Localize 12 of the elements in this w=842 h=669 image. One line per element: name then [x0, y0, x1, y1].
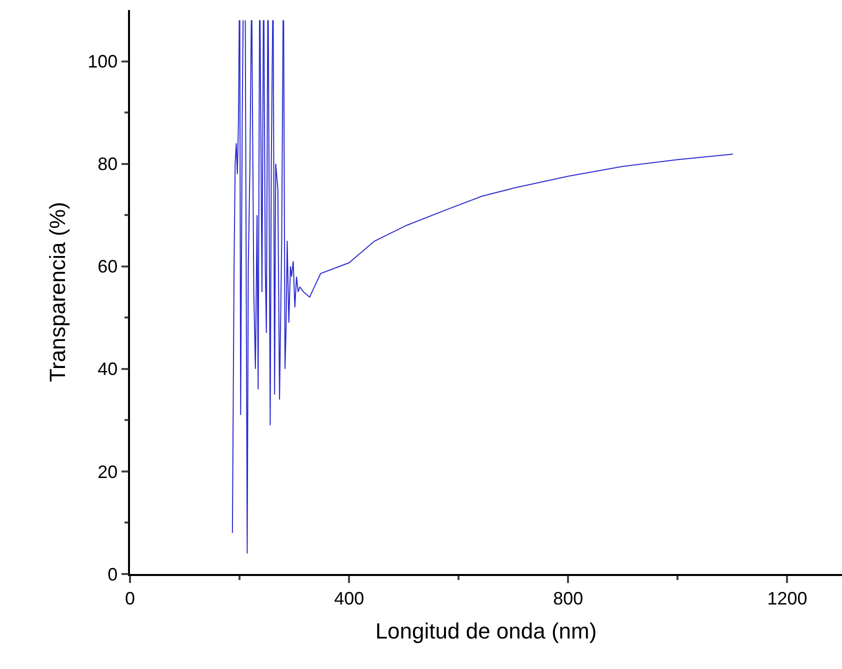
y-axis-title: Transparencia (%): [44, 202, 70, 382]
x-tick-label: 1200: [767, 588, 808, 608]
x-tick-label: 400: [334, 588, 364, 608]
y-tick-label: 60: [98, 256, 118, 277]
y-tick-label: 0: [108, 564, 118, 584]
y-tick-label: 80: [98, 154, 118, 174]
x-tick-label: 0: [124, 588, 136, 608]
x-axis-title: Longitud de onda (nm): [375, 618, 597, 644]
y-tick-label: 40: [98, 359, 118, 380]
x-tick-label: 800: [553, 588, 584, 608]
y-tick-label: 20: [98, 462, 118, 482]
y-tick-label: 100: [88, 52, 118, 72]
